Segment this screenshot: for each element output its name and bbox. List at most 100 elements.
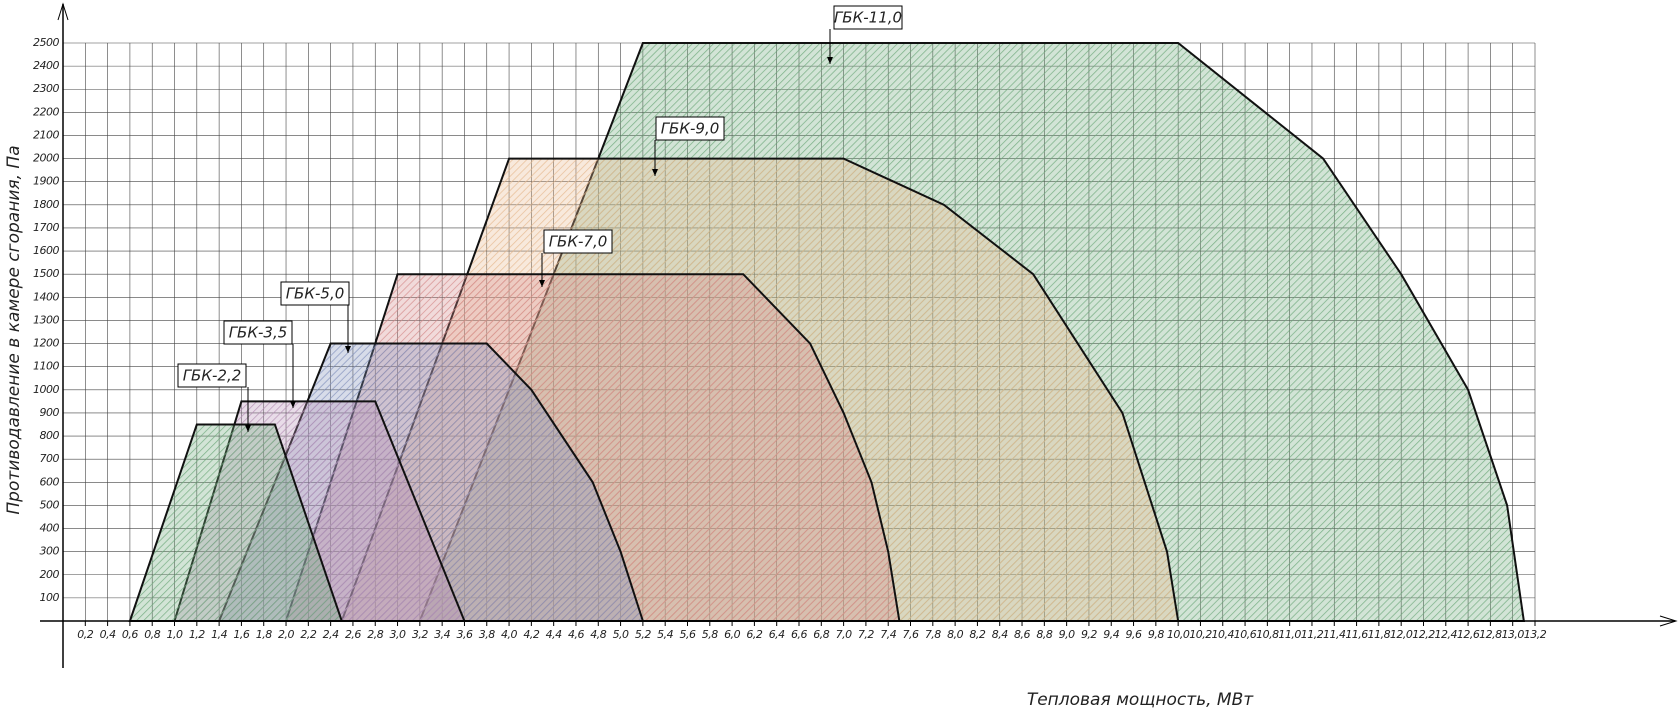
y-tick-label: 1300 xyxy=(33,313,59,326)
x-tick-label: 12,6 xyxy=(1457,628,1480,641)
x-tick-label: 12,0 xyxy=(1390,628,1413,641)
x-tick-label: 0,8 xyxy=(144,628,160,641)
x-tick-label: 1,4 xyxy=(211,628,227,641)
y-arrow xyxy=(57,2,69,21)
x-tick-label: 8,4 xyxy=(992,628,1008,641)
x-tick-label: 10,2 xyxy=(1189,628,1212,641)
x-tick-label: 2,4 xyxy=(323,628,339,641)
x-tick-label: 10,8 xyxy=(1256,628,1279,641)
x-tick-label: 12,4 xyxy=(1435,628,1458,641)
series-label: ГБК-7,0 xyxy=(549,233,608,251)
x-tick-label: 5,2 xyxy=(635,628,651,641)
series-label: ГБК-2,2 xyxy=(183,367,242,385)
y-tick-label: 800 xyxy=(40,429,60,442)
x-tick-label: 11,2 xyxy=(1301,628,1324,641)
x-tick-label: 11,6 xyxy=(1345,628,1368,641)
y-tick-label: 600 xyxy=(40,475,60,488)
leader-arrow xyxy=(290,401,296,408)
y-tick-label: 900 xyxy=(40,406,60,419)
x-tick-label: 12,2 xyxy=(1412,628,1435,641)
y-tick-label: 1800 xyxy=(33,198,59,211)
y-tick-label: 400 xyxy=(40,522,60,535)
x-tick-label: 2,2 xyxy=(300,628,316,641)
x-tick-label: 4,4 xyxy=(546,628,562,641)
label-box xyxy=(280,281,350,306)
x-tick-label: 6,2 xyxy=(746,628,762,641)
x-tick-label: 8,0 xyxy=(947,628,963,641)
y-tick-label: 300 xyxy=(40,545,60,558)
x-tick-label: 13,0 xyxy=(1501,628,1524,641)
x-tick-label: 11,0 xyxy=(1278,628,1301,641)
x-tick-label: 10,4 xyxy=(1212,628,1235,641)
x-tick-label: 12,8 xyxy=(1479,628,1502,641)
series-label: ГБК-9,0 xyxy=(661,120,720,138)
x-tick-label: 4,2 xyxy=(523,628,539,641)
y-axis-label: Противодавление в камере сгорания, Па xyxy=(4,145,24,514)
x-tick-label: 5,8 xyxy=(702,628,718,641)
x-tick-label: 9,2 xyxy=(1081,628,1097,641)
x-tick-label: 6,0 xyxy=(724,628,740,641)
x-tick-label: 3,8 xyxy=(479,628,495,641)
x-tick-label: 3,0 xyxy=(390,628,406,641)
x-tick-label: 5,4 xyxy=(657,628,673,641)
x-tick-label: 9,8 xyxy=(1148,628,1164,641)
label-box xyxy=(655,116,725,141)
x-tick-label: 9,0 xyxy=(1059,628,1075,641)
y-tick-label: 100 xyxy=(40,591,60,604)
x-tick-label: 7,0 xyxy=(836,628,852,641)
x-tick-label: 7,6 xyxy=(903,628,919,641)
x-tick-label: 7,8 xyxy=(925,628,941,641)
y-tick-label: 1900 xyxy=(33,175,59,188)
x-tick-label: 0,6 xyxy=(122,628,138,641)
x-tick-label: 5,0 xyxy=(613,628,629,641)
y-tick-label: 1600 xyxy=(33,244,59,257)
leader-arrow xyxy=(345,346,351,353)
series-label: ГБК-3,5 xyxy=(229,324,288,342)
x-tick-label: 0,4 xyxy=(100,628,116,641)
y-tick-label: 2400 xyxy=(33,59,59,72)
y-tick-label: 1000 xyxy=(33,383,59,396)
x-tick-label: 2,8 xyxy=(367,628,383,641)
leader-arrow xyxy=(827,57,833,64)
x-tick-label: 1,2 xyxy=(189,628,205,641)
y-tick-label: 500 xyxy=(40,498,60,511)
x-tick-label: 3,6 xyxy=(456,628,472,641)
x-tick-label: 9,4 xyxy=(1103,628,1119,641)
y-tick-label: 1200 xyxy=(33,337,59,350)
x-tick-label: 1,0 xyxy=(167,628,183,641)
label-box xyxy=(543,229,613,254)
x-tick-label: 7,4 xyxy=(880,628,896,641)
x-tick-label: 7,2 xyxy=(858,628,874,641)
series-label: ГБК-11,0 xyxy=(834,9,902,27)
y-tick-label: 1700 xyxy=(33,221,59,234)
label-box xyxy=(177,363,247,388)
y-tick-label: 2300 xyxy=(33,82,59,95)
x-tick-label: 4,0 xyxy=(501,628,517,641)
x-tick-label: 10,6 xyxy=(1234,628,1257,641)
x-tick-label: 10,0 xyxy=(1167,628,1190,641)
y-tick-label: 1400 xyxy=(33,290,59,303)
x-tick-label: 2,6 xyxy=(345,628,361,641)
x-tick-label: 4,8 xyxy=(590,628,606,641)
x-tick-label: 8,6 xyxy=(1014,628,1030,641)
x-tick-label: 9,6 xyxy=(1126,628,1142,641)
x-tick-label: 3,4 xyxy=(434,628,450,641)
x-tick-label: 13,2 xyxy=(1524,628,1547,641)
x-tick-label: 4,6 xyxy=(568,628,584,641)
x-tick-label: 1,6 xyxy=(233,628,249,641)
label-box xyxy=(223,320,293,345)
leader-arrow xyxy=(245,425,251,432)
leader-arrow xyxy=(652,169,658,176)
x-tick-label: 0,2 xyxy=(77,628,93,641)
y-tick-label: 2000 xyxy=(33,152,59,165)
leader-arrow xyxy=(539,280,545,287)
y-tick-label: 1100 xyxy=(33,360,59,373)
label-box xyxy=(833,5,903,30)
x-arrow xyxy=(1659,615,1678,627)
x-tick-label: 11,4 xyxy=(1323,628,1346,641)
x-tick-label: 3,2 xyxy=(412,628,428,641)
x-axis-label: Тепловая мощность, МВт xyxy=(1027,690,1254,710)
y-tick-label: 2100 xyxy=(33,128,59,141)
y-tick-label: 700 xyxy=(40,452,60,465)
